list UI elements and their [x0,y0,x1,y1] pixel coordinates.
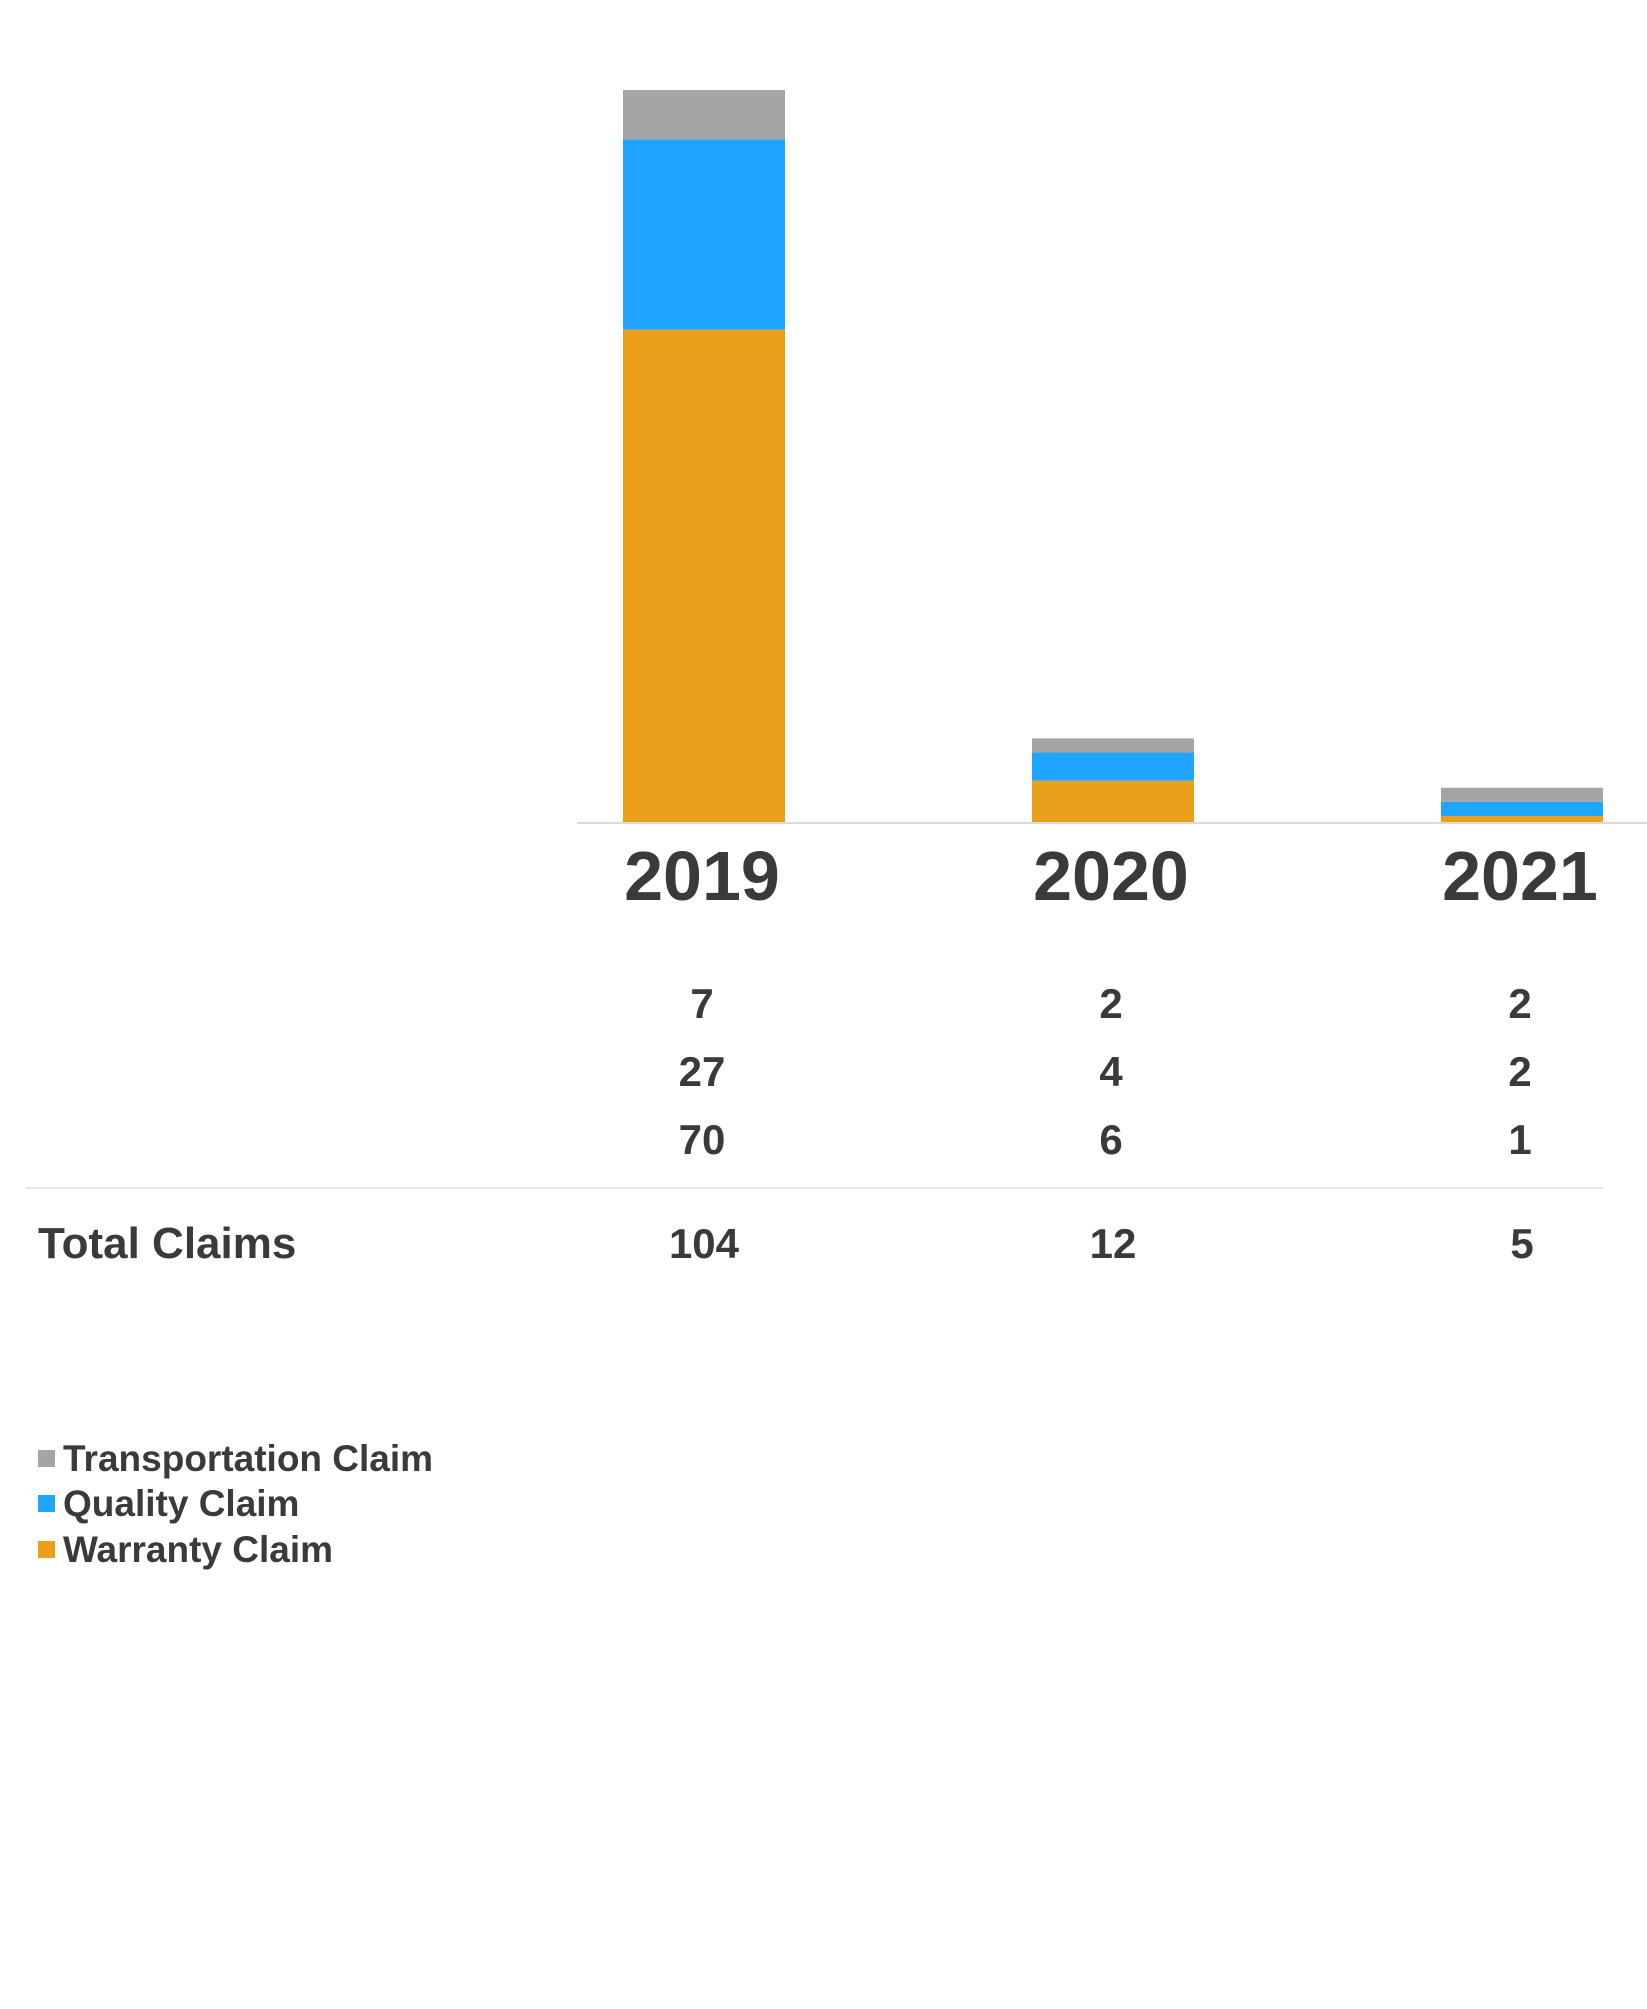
data-label: 7 [690,980,713,1027]
totals-row: 104 12 5 [669,1220,1534,1267]
total-value: 12 [1090,1220,1137,1267]
data-table: 7 2 2 27 4 2 70 6 1 [679,980,1532,1163]
data-label: 2 [1099,980,1122,1027]
legend-swatch [38,1495,55,1512]
bar-2021-transportation-claim [1441,787,1603,802]
data-label: 2 [1508,1048,1531,1095]
data-label: 2 [1508,980,1531,1027]
total-value: 104 [669,1220,740,1267]
x-tick-label: 2021 [1442,837,1598,915]
bar-2019-quality-claim [623,139,785,330]
legend-label: Warranty Claim [63,1529,333,1570]
total-value: 5 [1510,1220,1533,1267]
bar-2021-quality-claim [1441,801,1603,816]
x-tick-label: 2019 [624,837,780,915]
data-label: 1 [1508,1116,1531,1163]
data-label: 6 [1099,1116,1122,1163]
legend-label: Quality Claim [63,1483,299,1524]
bar-2020-transportation-claim [1032,738,1194,753]
x-tick-labels: 2019 2020 2021 [624,837,1598,915]
data-label: 27 [679,1048,726,1095]
bar-2020-quality-claim [1032,752,1194,781]
legend-swatch [38,1450,55,1467]
data-label: 4 [1099,1048,1123,1095]
bar-2020-warranty-claim [1032,780,1194,823]
bar-2019-transportation-claim [623,90,785,140]
legend-label: Transportation Claim [63,1438,433,1479]
bars-group [623,90,1603,823]
total-claims-label: Total Claims [38,1219,296,1268]
bar-2019-warranty-claim [623,329,785,823]
x-tick-label: 2020 [1033,837,1189,915]
data-label: 70 [679,1116,726,1163]
legend-swatch [38,1541,55,1558]
bar-2021-warranty-claim [1441,815,1603,823]
